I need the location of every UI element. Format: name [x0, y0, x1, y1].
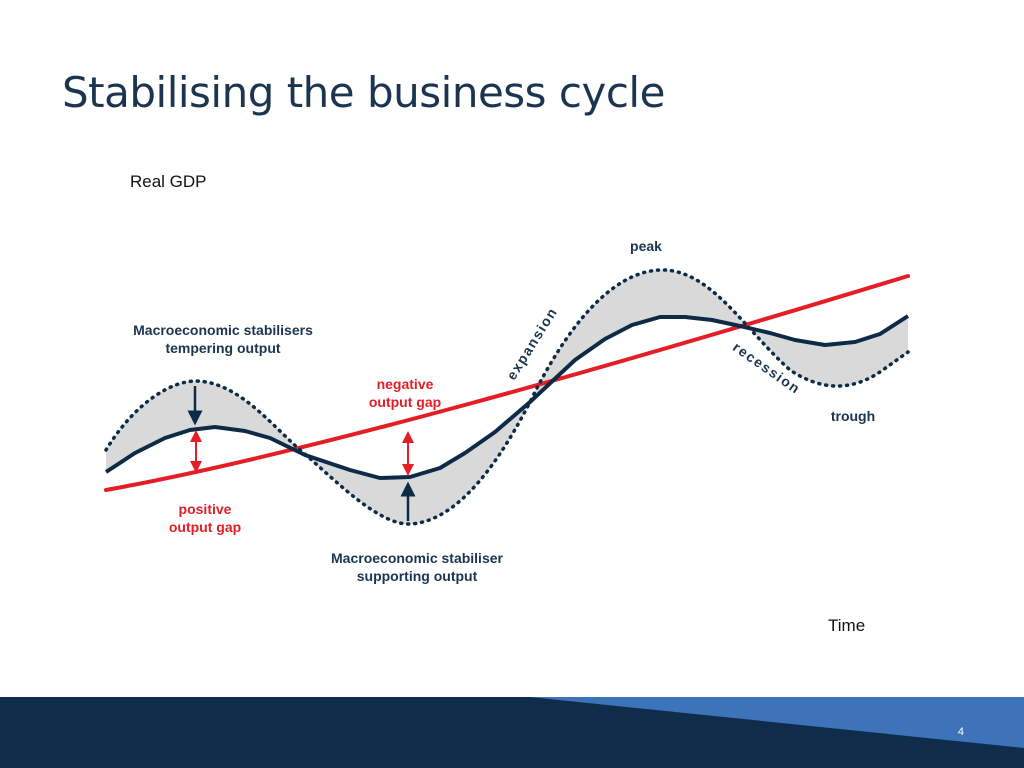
gap-shading	[106, 269, 908, 525]
footer-accent-wedge	[530, 697, 1024, 748]
positive-gap-line1: positive	[179, 501, 232, 517]
stabilisers-tempering-line1: Macroeconomic stabilisers	[133, 322, 313, 338]
y-axis-label: Real GDP	[130, 172, 207, 191]
positive-gap-line2: output gap	[169, 519, 241, 535]
business-cycle-diagram: peak trough expansion recession Macroeco…	[104, 238, 910, 584]
stabilised-cycle-line	[104, 314, 910, 480]
trough-label: trough	[831, 408, 875, 424]
peak-label: peak	[630, 238, 662, 254]
stabiliser-supporting-line2: supporting output	[357, 568, 478, 584]
negative-gap-line2: output gap	[369, 394, 441, 410]
negative-gap-line1: negative	[377, 376, 434, 392]
x-axis-label: Time	[828, 616, 866, 635]
unstabilised-cycle-line	[104, 268, 910, 526]
page-number: 4	[957, 726, 964, 738]
slide-title: Stabilising the business cycle	[62, 68, 665, 117]
stabilisers-tempering-line2: tempering output	[165, 340, 280, 356]
footer-band	[0, 697, 1024, 768]
stabiliser-supporting-line1: Macroeconomic stabiliser	[331, 550, 504, 566]
